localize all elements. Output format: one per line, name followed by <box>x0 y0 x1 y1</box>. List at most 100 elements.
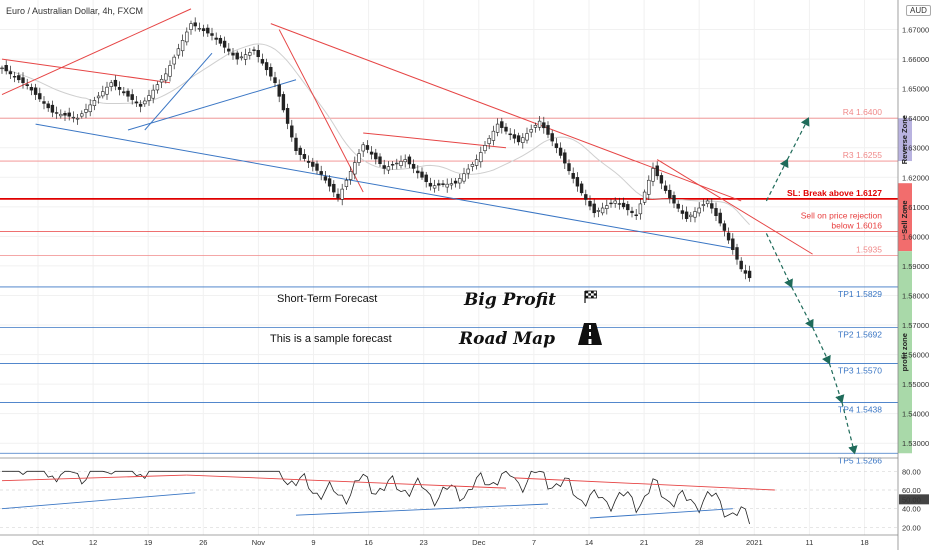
candle-body <box>689 214 693 218</box>
candle-body <box>546 125 550 135</box>
candle-body <box>21 77 25 84</box>
candle-body <box>201 28 206 32</box>
candle-body <box>138 103 143 107</box>
candle-body <box>558 147 563 156</box>
candle-body <box>705 200 710 205</box>
candle-body <box>533 124 538 128</box>
candle-body <box>386 166 391 171</box>
candle-body <box>542 122 546 129</box>
candle-body <box>54 112 59 114</box>
candle-body <box>80 113 84 117</box>
price-tick-label: 1.56000 <box>902 351 929 360</box>
candle-body <box>134 101 139 104</box>
zone-band <box>898 183 912 252</box>
price-tick-label: 1.53000 <box>902 439 929 448</box>
sell-annotation: Sell on price rejection <box>801 211 883 221</box>
trendline <box>35 123 733 249</box>
checkered-flag-icon <box>584 290 597 303</box>
candle-body <box>693 211 697 218</box>
level-label: TP1 1.5829 <box>838 289 882 299</box>
candle-body <box>466 168 470 174</box>
candle-body <box>470 163 475 167</box>
price-tick-label: 1.60000 <box>902 232 929 241</box>
candle-body <box>613 200 617 204</box>
candle-body <box>747 270 752 279</box>
candle-body <box>617 203 622 205</box>
time-tick-label: 7 <box>532 538 536 547</box>
candle-body <box>17 75 21 81</box>
price-tick-label: 1.63000 <box>902 144 929 153</box>
candle-body <box>264 62 269 71</box>
time-tick-label: Nov <box>252 538 266 547</box>
candle-body <box>563 152 567 164</box>
road-icon <box>578 323 602 345</box>
candle-body <box>348 171 353 180</box>
candle-body <box>428 182 433 187</box>
candle-body <box>453 180 458 184</box>
rsi-trendline <box>514 477 775 491</box>
candles <box>0 17 752 282</box>
candle-body <box>214 37 218 40</box>
rsi-trendline <box>589 508 733 519</box>
candle-body <box>168 65 172 77</box>
candle-body <box>382 165 386 169</box>
zone-band <box>898 251 912 454</box>
candle-body <box>252 49 256 51</box>
candle-body <box>479 152 483 163</box>
candle-body <box>416 170 420 174</box>
time-tick-label: 12 <box>89 538 97 547</box>
price-tick-label: 1.59000 <box>902 262 929 271</box>
candle-body <box>495 123 500 133</box>
rsi-tick-label: 60.00 <box>902 486 921 495</box>
candle-body <box>353 162 357 175</box>
level-label: TP5 1.5266 <box>838 455 882 465</box>
price-tick-label: 1.55000 <box>902 380 929 389</box>
candle-body <box>487 137 491 144</box>
candle-body <box>256 50 260 58</box>
candle-body <box>395 162 399 165</box>
candle-body <box>248 52 252 56</box>
candle-body <box>571 173 575 179</box>
candle-body <box>340 188 344 200</box>
trendline <box>278 29 364 193</box>
candle-body <box>701 204 706 206</box>
price-tick-label: 1.67000 <box>902 26 929 35</box>
candle-body <box>122 91 126 94</box>
candle-body <box>642 191 647 203</box>
candle-body <box>609 202 613 205</box>
candle-body <box>285 108 290 124</box>
candle-body <box>75 117 80 120</box>
candle-body <box>579 183 584 194</box>
grid <box>0 0 898 535</box>
candle-body <box>584 194 588 200</box>
candle-body <box>46 103 50 109</box>
candle-body <box>374 152 378 160</box>
candle-body <box>529 129 533 133</box>
profit-arrow <box>765 233 793 289</box>
level-label: TP2 1.5692 <box>838 329 882 339</box>
candle-body <box>697 207 701 214</box>
rsi-tick-label: 40.00 <box>902 505 921 514</box>
profit-arrow <box>812 327 831 365</box>
moving-average-line <box>1 43 750 226</box>
candle-body <box>600 207 605 214</box>
time-tick-label: 23 <box>420 538 428 547</box>
candle-body <box>369 151 374 155</box>
level-label: TP3 1.5570 <box>838 365 882 375</box>
candle-body <box>105 86 109 95</box>
currency-badge[interactable]: AUD <box>906 5 931 16</box>
candle-body <box>638 203 643 215</box>
candle-body <box>361 144 365 152</box>
candle-body <box>344 179 349 187</box>
reverse-arrow <box>786 117 810 160</box>
candle-body <box>260 59 265 64</box>
candle-body <box>302 154 307 159</box>
trendline <box>127 79 297 131</box>
candle-body <box>731 238 735 250</box>
candle-body <box>659 175 664 184</box>
candle-body <box>500 121 504 128</box>
candle-body <box>130 94 134 100</box>
candle-body <box>512 134 517 139</box>
